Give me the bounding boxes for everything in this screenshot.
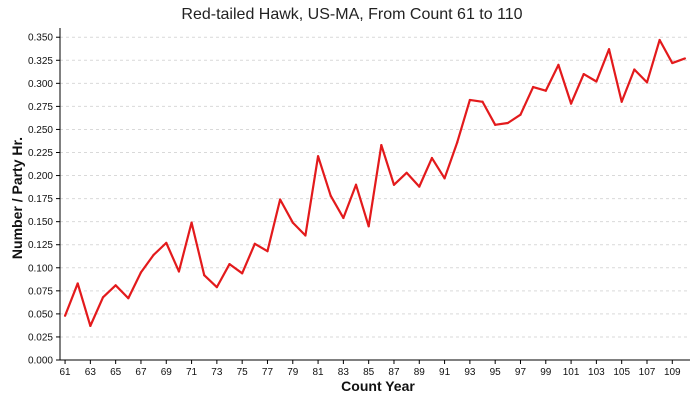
y-tick-label: 0.025 — [28, 332, 53, 343]
axes — [56, 28, 690, 364]
x-tick-label: 99 — [540, 367, 552, 378]
data-point — [468, 98, 471, 102]
x-tick-label: 83 — [338, 367, 350, 378]
data-point — [253, 242, 256, 245]
data-point — [215, 286, 218, 289]
x-tick-label: 79 — [287, 367, 299, 378]
y-axis-title: Number / Party Hr. — [9, 137, 25, 259]
data-point — [127, 297, 130, 300]
y-tick-label: 0.350 — [28, 33, 53, 44]
x-tick-label: 75 — [237, 367, 249, 378]
y-tick-label: 0.125 — [28, 240, 53, 251]
data-point — [405, 171, 408, 174]
x-tick-label: 85 — [363, 367, 375, 378]
data-point — [392, 183, 396, 186]
data-point — [633, 68, 636, 71]
data-point — [595, 80, 598, 83]
data-point — [63, 314, 67, 317]
y-tick-label: 0.075 — [28, 286, 53, 297]
data-point — [532, 85, 535, 89]
x-tick-label: 63 — [85, 367, 97, 378]
y-tick-label: 0.050 — [28, 309, 53, 320]
y-tick-label: 0.175 — [28, 194, 53, 205]
data-point — [101, 296, 105, 299]
data-point — [418, 185, 421, 188]
data-point — [177, 270, 181, 273]
x-tick-label: 95 — [490, 367, 502, 378]
x-tick-label: 81 — [313, 367, 325, 378]
x-axis-title: Count Year — [341, 378, 415, 394]
x-tick-label: 107 — [639, 367, 656, 378]
y-tick-label: 0.275 — [28, 102, 53, 113]
data-point — [671, 61, 674, 65]
data-point — [443, 177, 446, 180]
x-tick-label: 71 — [186, 367, 198, 378]
y-tick-label: 0.325 — [28, 56, 53, 67]
data-point — [266, 250, 269, 253]
data-point — [152, 253, 155, 256]
y-tick-label: 0.000 — [28, 356, 53, 367]
data-point — [506, 121, 509, 125]
x-tick-label: 101 — [563, 367, 580, 378]
data-point — [380, 144, 383, 147]
series-group — [63, 38, 687, 327]
x-tick-label: 61 — [59, 367, 71, 378]
x-tick-label: 73 — [211, 367, 223, 378]
x-tick-label: 103 — [588, 367, 605, 378]
gridlines — [60, 36, 690, 361]
tick-labels: 0.000 0.025 0.050 0.075 0.100 0.125 0.150 0.175… — [28, 33, 681, 378]
data-point — [89, 324, 92, 327]
data-point — [114, 284, 117, 287]
data-point — [620, 100, 623, 103]
chart-title: Red-tailed Hawk, US-MA, From Count 61 to… — [181, 6, 522, 23]
x-tick-label: 97 — [515, 367, 527, 378]
y-tick-label: 0.200 — [28, 171, 53, 182]
data-point — [519, 113, 522, 116]
data-point — [683, 57, 687, 60]
data-point — [658, 38, 661, 42]
data-point — [228, 262, 231, 266]
y-tick-label: 0.225 — [28, 148, 53, 159]
data-point — [165, 241, 168, 244]
data-point — [367, 225, 370, 228]
x-tick-label: 109 — [664, 367, 681, 378]
data-point — [329, 194, 332, 197]
data-point — [316, 155, 320, 158]
y-tick-label: 0.150 — [28, 217, 53, 228]
data-point — [203, 274, 206, 277]
data-point — [645, 81, 649, 84]
data-point — [342, 216, 345, 220]
data-point — [481, 100, 484, 103]
x-tick-label: 65 — [110, 367, 122, 378]
data-point — [544, 89, 547, 92]
data-point — [241, 272, 244, 275]
data-point — [494, 123, 497, 126]
data-point — [557, 63, 560, 66]
y-tick-label: 0.250 — [28, 125, 53, 136]
x-tick-label: 77 — [262, 367, 274, 378]
series-line — [64, 38, 686, 327]
data-point — [291, 221, 294, 224]
data-point — [304, 234, 307, 237]
data-point — [139, 271, 143, 274]
data-point — [279, 198, 282, 201]
x-tick-label: 91 — [439, 367, 451, 378]
data-point — [76, 282, 79, 285]
y-tick-label: 0.100 — [28, 263, 53, 274]
data-point — [607, 48, 611, 51]
y-tick-label: 0.300 — [28, 79, 53, 90]
data-point — [430, 156, 434, 160]
x-tick-label: 93 — [464, 367, 476, 378]
x-tick-label: 69 — [161, 367, 173, 378]
x-tick-label: 67 — [135, 367, 147, 378]
x-tick-label: 105 — [613, 367, 630, 378]
data-point — [190, 221, 193, 224]
x-tick-label: 89 — [414, 367, 426, 378]
x-tick-label: 87 — [388, 367, 400, 378]
data-point — [569, 102, 573, 105]
data-point — [354, 183, 358, 186]
data-point — [456, 141, 459, 144]
data-point — [582, 73, 585, 76]
